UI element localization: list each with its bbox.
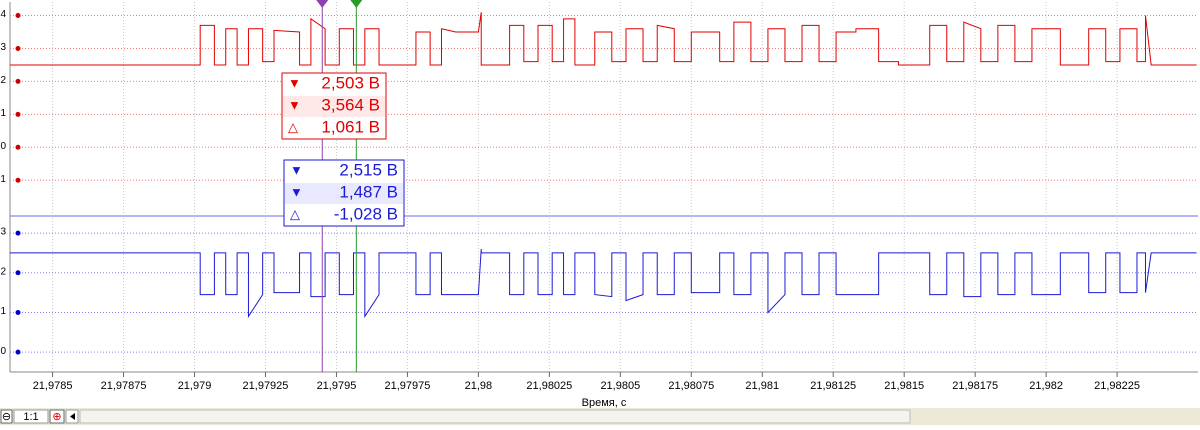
x-tick-label: 21,9785 (33, 380, 73, 392)
level-marker (15, 270, 21, 276)
x-tick-label: 21,97875 (101, 380, 147, 392)
readout-value: 3,564 В (321, 95, 380, 114)
readout-icon: ▼ (288, 97, 301, 112)
readout-value: 2,503 В (321, 73, 380, 92)
trace (10, 248, 1197, 319)
scroll-left-arrow (70, 413, 75, 420)
readout-row-bg (285, 183, 403, 204)
x-tick-label: 21,9815 (884, 380, 924, 392)
y-tick-label: -1 (0, 174, 6, 185)
level-marker (15, 349, 21, 355)
level-marker (15, 78, 21, 84)
zoom-out-button[interactable] (0, 409, 13, 424)
zoom-ratio: 1:1 (23, 411, 38, 423)
x-tick-label: 21,98125 (810, 380, 856, 392)
y-tick-label: 4 (0, 9, 6, 20)
level-marker (15, 111, 21, 117)
readout-value: -1,028 В (334, 204, 398, 223)
x-tick-label: 21,98 (465, 380, 493, 392)
readout-icon: ▼ (290, 184, 303, 199)
readout-value: 2,515 В (339, 160, 398, 179)
level-marker (15, 309, 21, 315)
level-marker (15, 144, 21, 150)
readout-icon: △ (288, 119, 298, 134)
trace (10, 12, 1197, 66)
level-marker (15, 45, 21, 51)
x-tick-label: 21,979 (178, 380, 212, 392)
level-marker (15, 230, 21, 236)
level-marker (15, 177, 21, 183)
scrollbar[interactable] (79, 409, 911, 424)
y-tick-label: 2 (0, 75, 6, 86)
readout-value: 1,487 В (339, 182, 398, 201)
x-tick-label: 21,98225 (1094, 380, 1140, 392)
level-marker (15, 13, 21, 19)
readout-icon: △ (290, 206, 300, 221)
y-tick-label: 2 (0, 266, 6, 277)
y-tick-label: 0 (0, 141, 6, 152)
y-tick-label: 0 (0, 346, 6, 357)
y-tick-label: 3 (0, 42, 6, 53)
x-axis-label: Время, с (582, 397, 627, 409)
x-tick-label: 21,9805 (600, 380, 640, 392)
zoom-out-icon: ⊖ (2, 411, 11, 423)
x-tick-label: 21,98175 (952, 380, 998, 392)
cursor-handle (316, 0, 329, 8)
y-tick-label: 1 (0, 108, 6, 119)
readout-value: 1,061 В (321, 117, 380, 136)
x-tick-label: 21,97925 (243, 380, 289, 392)
zoom-ratio-button[interactable] (13, 409, 49, 424)
x-tick-label: 21,98025 (526, 380, 572, 392)
x-tick-label: 21,982 (1029, 380, 1063, 392)
readout-icon: ▼ (288, 75, 301, 90)
y-tick-label: 1 (0, 306, 6, 317)
x-tick-label: 21,98075 (668, 380, 714, 392)
zoom-in-icon: ⊕ (52, 411, 61, 423)
x-tick-label: 21,97975 (384, 380, 430, 392)
zoom-in-button[interactable] (49, 409, 65, 424)
x-tick-label: 21,981 (745, 380, 779, 392)
y-tick-label: 3 (0, 227, 6, 238)
cursor-handle (350, 0, 363, 8)
readout-row-bg (283, 96, 385, 117)
readout-icon: ▼ (290, 162, 303, 177)
x-tick-label: 21,9795 (317, 380, 357, 392)
